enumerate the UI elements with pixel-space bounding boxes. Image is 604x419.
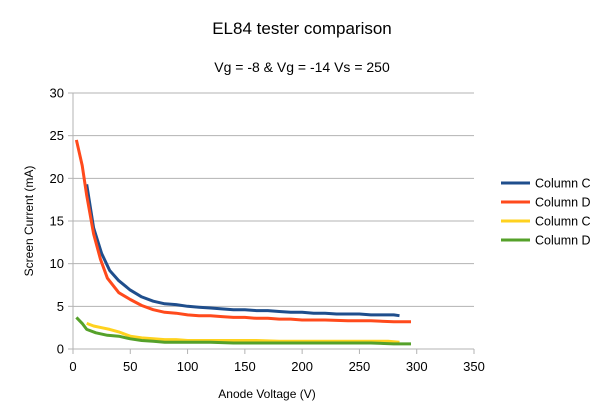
chart-title: EL84 tester comparison: [212, 19, 392, 38]
series-lines: [74, 139, 411, 346]
legend-label: Column C: [535, 177, 591, 191]
legend-label: Column C: [535, 215, 591, 229]
x-axis-title: Anode Voltage (V): [218, 387, 315, 401]
y-tick-label: 10: [50, 256, 64, 271]
legend: Column C Column D Column C Column D: [501, 177, 591, 248]
series-line-2: [74, 139, 411, 324]
series-line-3: [86, 321, 400, 344]
legend-label: Column D: [535, 196, 591, 210]
y-tick-labels: 0 5 10 15 20 25 30: [50, 86, 64, 357]
x-tick-label: 150: [234, 359, 256, 374]
series-line-4: [75, 316, 411, 346]
series-line-1: [85, 184, 400, 318]
y-tick-label: 20: [50, 171, 64, 186]
y-tick-label: 30: [50, 86, 64, 101]
y-tick-label: 25: [50, 128, 64, 143]
gridlines: [73, 92, 474, 350]
y-tick-label: 15: [50, 214, 64, 229]
axes: [68, 92, 475, 354]
x-tick-label: 200: [291, 359, 313, 374]
y-tick-label: 0: [57, 342, 64, 357]
x-tick-label: 250: [349, 359, 371, 374]
x-tick-label: 350: [463, 359, 485, 374]
chart-subtitle: Vg = -8 & Vg = -14 Vs = 250: [214, 59, 390, 75]
x-tick-label: 100: [177, 359, 199, 374]
legend-label: Column D: [535, 234, 591, 248]
x-tick-labels: 0 50 100 150 200 250 300 350: [69, 359, 484, 374]
x-tick-label: 50: [123, 359, 137, 374]
y-tick-label: 5: [57, 299, 64, 314]
y-axis-title: Screen Current (mA): [22, 166, 36, 277]
x-tick-label: 300: [406, 359, 428, 374]
x-tick-label: 0: [69, 359, 76, 374]
